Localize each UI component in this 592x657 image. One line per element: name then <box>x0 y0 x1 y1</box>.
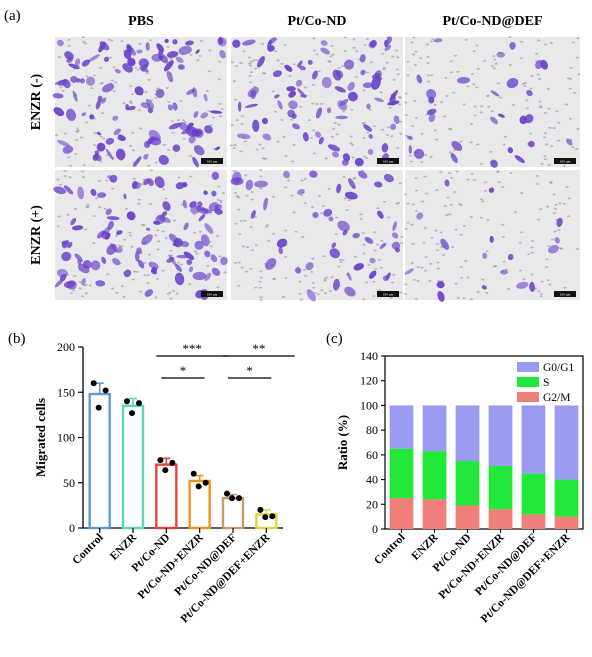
stacked-bar-segment <box>389 498 414 529</box>
y-tick-label: 0 <box>69 521 75 535</box>
x-category-label: Control <box>372 532 407 567</box>
scale-bar-label: 100 μm <box>560 293 571 297</box>
migration-bar-chart: 0 50 100 150 200 Migrated cells Control ENZR Pt/… <box>33 340 295 626</box>
scale-bar-label: 100 μm <box>383 293 394 297</box>
x-category-label: ENZR <box>108 531 140 563</box>
stacked-bar-segment <box>422 499 447 529</box>
data-point <box>169 459 176 466</box>
micrograph-image: 100 μm <box>53 169 228 300</box>
data-point <box>229 495 235 502</box>
legend-swatch <box>517 377 539 387</box>
stacked-bar-segment <box>521 473 546 515</box>
x-category-label: ENZR <box>410 531 442 563</box>
data-point <box>157 457 164 464</box>
y-tick-label: 150 <box>57 385 75 399</box>
stacked-bar-segment <box>554 479 579 517</box>
data-point <box>162 467 169 474</box>
significance-label: * <box>246 363 253 378</box>
legend-label: G0/G1 <box>543 362 575 374</box>
data-point <box>136 400 142 407</box>
y-axis-label: Migrated cells <box>33 398 48 477</box>
significance-label: * <box>180 363 187 378</box>
stacked-bar-segment <box>521 405 546 474</box>
y-axis-label: Ratio (%) <box>335 415 350 470</box>
y-tick-label: 100 <box>360 398 378 412</box>
scale-bar-label: 100 μm <box>207 293 218 297</box>
data-point <box>95 404 102 411</box>
data-point <box>202 479 209 486</box>
panel-a-letter: (a) <box>4 8 21 24</box>
data-point <box>195 483 202 490</box>
panel-c-letter: (c) <box>326 331 343 347</box>
stacked-bar-segment <box>554 405 579 480</box>
column-title: Pt/Co-ND <box>287 14 346 29</box>
plot-frame <box>384 355 584 530</box>
stacked-bar-segment <box>455 405 480 462</box>
stacked-bar-segment <box>488 405 513 466</box>
stacked-bar-segment <box>389 448 414 499</box>
stacked-bar-segment <box>422 451 447 500</box>
scale-bar-label: 100 μm <box>207 160 218 164</box>
legend-label: G2/M <box>543 392 570 404</box>
micrograph-image: 100 μm <box>229 36 403 167</box>
data-point <box>269 513 276 520</box>
y-tick-label: 0 <box>372 522 378 536</box>
data-point <box>224 490 230 497</box>
stacked-bar-segment <box>488 465 513 510</box>
legend-swatch <box>517 392 539 402</box>
y-tick-label: 140 <box>360 349 378 363</box>
bar <box>155 463 178 530</box>
micrograph-image: 100 μm <box>403 170 580 302</box>
column-title: Pt/Co-ND@DEF <box>442 14 542 29</box>
y-tick-label: 20 <box>366 497 378 511</box>
stacked-bar-segment <box>488 509 513 529</box>
scale-bar-label: 100 μm <box>560 160 571 164</box>
scale-bar-label: 100 μm <box>383 160 394 164</box>
bar <box>88 392 111 530</box>
bar <box>121 404 145 530</box>
y-tick-label: 60 <box>366 448 378 462</box>
data-point <box>262 514 269 521</box>
legend-swatch <box>517 362 539 372</box>
data-point <box>124 398 130 405</box>
significance-label: *** <box>182 341 202 356</box>
stacked-bar-segment <box>389 405 414 449</box>
data-point <box>257 506 264 513</box>
panel-b-letter: (b) <box>8 331 26 347</box>
data-point <box>190 470 197 477</box>
y-tick-label: 200 <box>57 340 75 354</box>
data-point <box>236 495 242 502</box>
legend-label: S <box>543 377 549 389</box>
micrograph-image: 100 μm <box>230 169 404 302</box>
significance-label: ** <box>252 341 265 356</box>
stacked-bar-segment <box>422 405 447 452</box>
stacked-bar-segment <box>455 505 480 529</box>
y-tick-label: 80 <box>366 423 378 437</box>
stacked-bar-segment <box>521 514 546 529</box>
x-category-label: Control <box>70 532 105 567</box>
row-title: ENZR (+) <box>29 205 44 265</box>
row-title: ENZR (-) <box>29 73 44 130</box>
x-category-label: Pt/Co-ND@DEF <box>172 532 239 599</box>
stacked-bar-segment <box>554 516 579 529</box>
y-tick-label: 40 <box>366 473 378 487</box>
micrograph-image: 100 μm <box>404 36 581 168</box>
data-point <box>129 410 135 417</box>
y-tick-label: 120 <box>360 374 378 388</box>
micrograph-image: 100 μm <box>52 36 227 168</box>
data-point <box>102 387 109 394</box>
stacked-bar-segment <box>455 461 480 506</box>
data-point <box>90 380 97 387</box>
y-tick-label: 50 <box>63 476 75 490</box>
column-title: PBS <box>128 14 154 29</box>
y-tick-label: 100 <box>57 431 75 445</box>
bar <box>221 496 245 530</box>
